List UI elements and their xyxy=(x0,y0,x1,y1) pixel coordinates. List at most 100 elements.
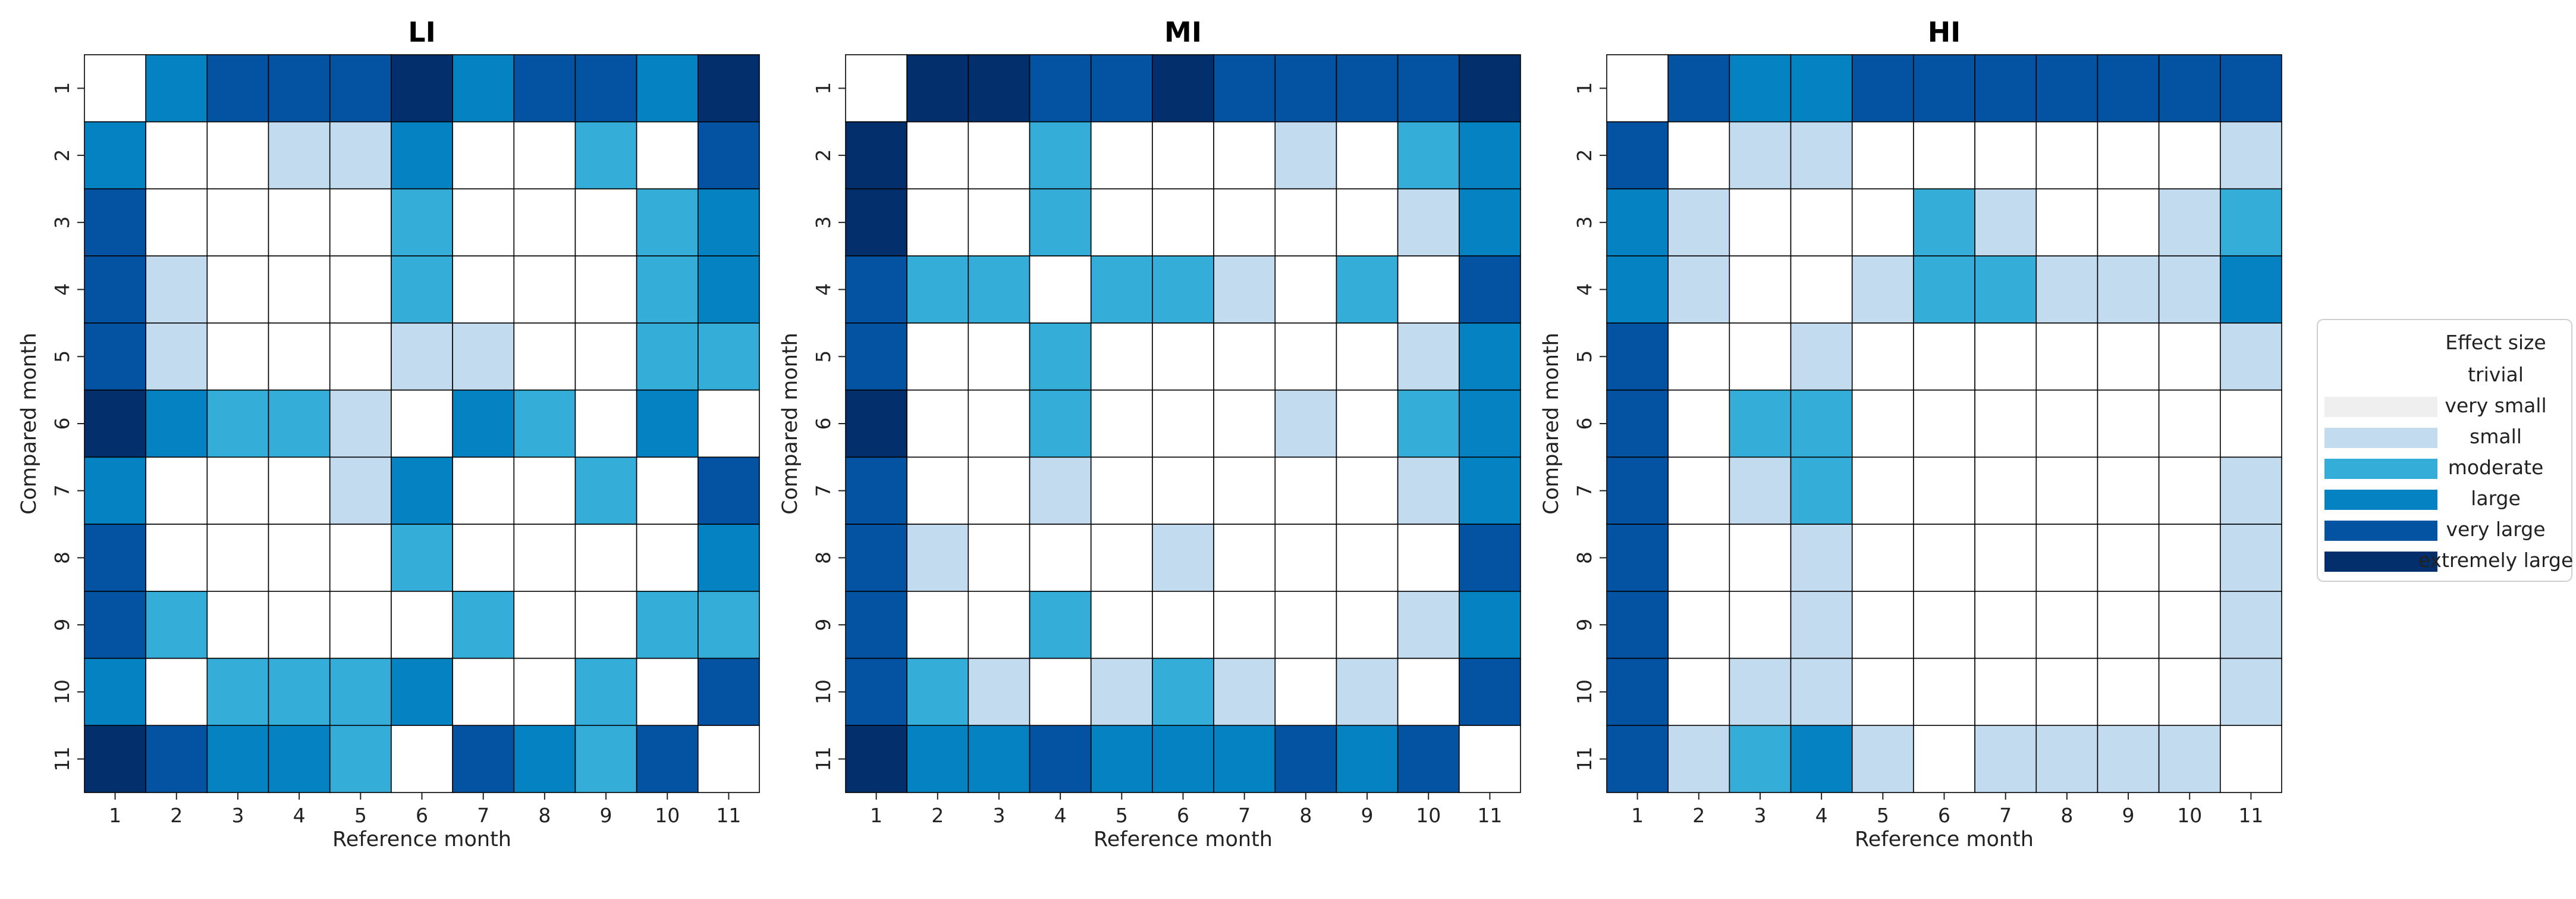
y-tick-label: 1 xyxy=(1573,82,1596,95)
heatmap-cell xyxy=(329,121,392,190)
legend-swatch xyxy=(2324,490,2437,510)
heatmap-cell xyxy=(1090,188,1153,256)
heatmap-cell xyxy=(1152,657,1214,726)
heatmap-cell xyxy=(2220,456,2282,525)
heatmap-cell xyxy=(2035,322,2099,391)
x-tick-label: 2 xyxy=(1692,804,1705,827)
heatmap-cell xyxy=(1667,322,1730,391)
heatmap-cell xyxy=(84,54,146,123)
heatmap-cell xyxy=(329,322,392,391)
heatmap-cell xyxy=(513,389,576,458)
heatmap-cell xyxy=(2097,524,2160,592)
heatmap-cell xyxy=(329,456,392,525)
heatmap-cell xyxy=(513,456,576,525)
heatmap-cell xyxy=(391,255,453,324)
heatmap-cell xyxy=(391,725,453,793)
heatmap-cell xyxy=(1336,121,1399,190)
heatmap-cell xyxy=(1336,725,1399,793)
heatmap-cell xyxy=(1851,389,1914,458)
heatmap-cell xyxy=(1029,725,1092,793)
heatmap-cell xyxy=(1459,54,1521,123)
x-tick-label: 3 xyxy=(1754,804,1766,827)
heatmap-cell xyxy=(329,389,392,458)
x-tick-label: 8 xyxy=(538,804,551,827)
y-tick-label: 4 xyxy=(812,283,835,296)
heatmap-cell xyxy=(206,591,269,659)
y-axis-label: Compared month xyxy=(17,333,41,515)
heatmap-cell xyxy=(845,188,907,256)
heatmap-cell xyxy=(698,524,760,592)
heatmap-cell xyxy=(2158,524,2221,592)
heatmap-cell xyxy=(206,255,269,324)
heatmap-cell xyxy=(574,255,637,324)
heatmap-cell xyxy=(1090,121,1153,190)
heatmap-cell xyxy=(2035,725,2099,793)
heatmap-cell xyxy=(906,725,969,793)
heatmap-cell xyxy=(84,725,146,793)
heatmap-cell xyxy=(1729,54,1792,123)
heatmap-cell xyxy=(1790,725,1853,793)
heatmap-cell xyxy=(1336,524,1399,592)
x-tick-label: 2 xyxy=(931,804,944,827)
heatmap-cell xyxy=(2097,456,2160,525)
legend-swatch xyxy=(2324,366,2437,386)
heatmap-cell xyxy=(636,322,699,391)
heatmap-cell xyxy=(513,725,576,793)
heatmap-cell xyxy=(845,456,907,525)
heatmap-cell xyxy=(1667,591,1730,659)
heatmap-cell xyxy=(1913,725,1975,793)
heatmap-cell xyxy=(391,591,453,659)
heatmap-cell xyxy=(1213,255,1276,324)
heatmap-cell xyxy=(1913,188,1975,256)
heatmap-cell xyxy=(268,657,331,726)
heatmap-cell xyxy=(329,188,392,256)
heatmap-cell xyxy=(1667,54,1730,123)
heatmap-cell xyxy=(2097,255,2160,324)
heatmap-cell xyxy=(329,524,392,592)
heatmap-cell xyxy=(1667,121,1730,190)
y-tick-label: 6 xyxy=(812,418,835,430)
heatmap-cell xyxy=(636,255,699,324)
heatmap-cell xyxy=(1029,389,1092,458)
heatmap-cell xyxy=(2035,121,2099,190)
heatmap-cell xyxy=(1152,725,1214,793)
heatmap-cell xyxy=(2097,389,2160,458)
heatmap-cell xyxy=(268,322,331,391)
heatmap-cell xyxy=(1397,456,1460,525)
y-tick-label: 11 xyxy=(51,747,74,772)
heatmap-cell xyxy=(1974,54,2037,123)
heatmap-cell xyxy=(636,456,699,525)
heatmap-cell xyxy=(1790,255,1853,324)
heatmap-cell xyxy=(1851,121,1914,190)
heatmap-cell xyxy=(513,121,576,190)
heatmap-cell xyxy=(2158,54,2221,123)
heatmap-cell xyxy=(1790,524,1853,592)
y-tick-label: 6 xyxy=(51,418,74,430)
x-tick-label: 1 xyxy=(1631,804,1644,827)
heatmap-cell xyxy=(2035,188,2099,256)
heatmap-cell xyxy=(452,389,515,458)
heatmap-cell xyxy=(2035,456,2099,525)
y-tick-label: 11 xyxy=(812,747,835,772)
heatmap-cell xyxy=(1459,188,1521,256)
heatmap-cell xyxy=(452,255,515,324)
heatmap-cell xyxy=(1790,54,1853,123)
heatmap-cell xyxy=(1790,389,1853,458)
heatmap-cell xyxy=(268,121,331,190)
heatmap-cell xyxy=(1397,188,1460,256)
heatmap-cell xyxy=(967,591,1031,659)
heatmap-cell xyxy=(967,255,1031,324)
heatmap-cell xyxy=(1090,322,1153,391)
heatmap-cell xyxy=(1459,322,1521,391)
heatmap-cell xyxy=(636,524,699,592)
heatmap-cell xyxy=(1606,524,1669,592)
legend-entry-label: extremely large xyxy=(2418,549,2574,572)
heatmap-cell xyxy=(1152,591,1214,659)
heatmap-cell xyxy=(1152,121,1214,190)
heatmap-cell xyxy=(698,725,760,793)
legend-entry-label: trivial xyxy=(2468,363,2524,386)
heatmap-cell xyxy=(1152,389,1214,458)
heatmap-cell xyxy=(2220,591,2282,659)
x-tick-label: 8 xyxy=(2060,804,2073,827)
heatmap-cell xyxy=(145,188,208,256)
